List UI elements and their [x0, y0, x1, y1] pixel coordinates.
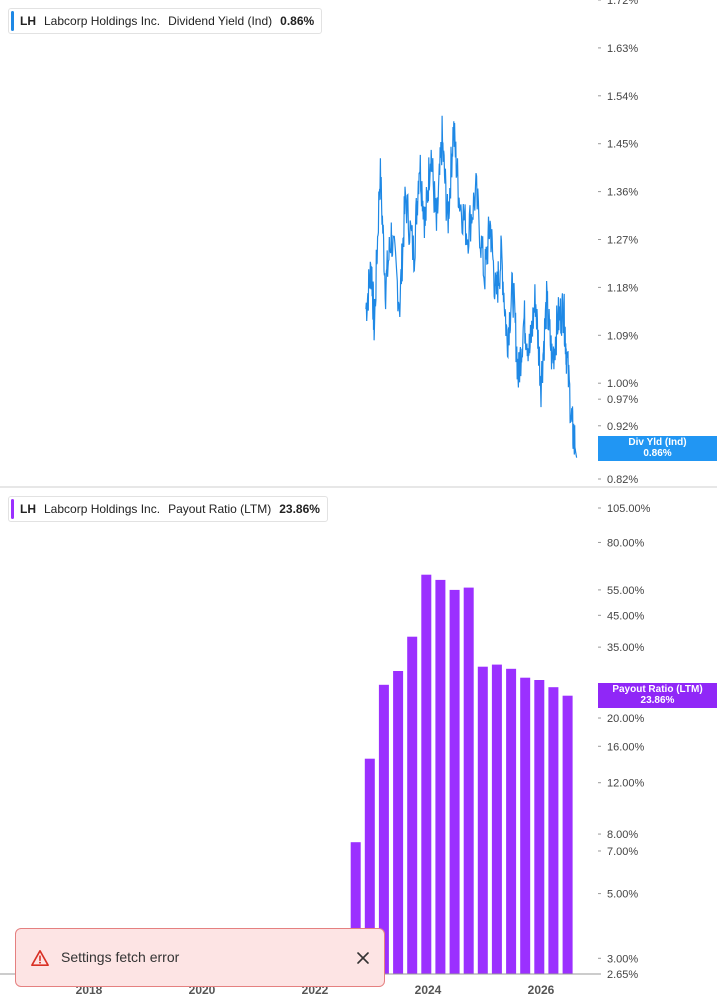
y-tick-label: 1.45%	[607, 139, 638, 151]
y-tick-label: 16.00%	[607, 741, 645, 753]
payout-bar	[421, 574, 432, 974]
y-tick-label: 7.00%	[607, 846, 638, 858]
dividend-yield-legend[interactable]: LH Labcorp Holdings Inc. Dividend Yield …	[8, 8, 323, 34]
y-tick-label: 55.00%	[607, 585, 645, 597]
payout-bar	[350, 842, 361, 974]
legend-value: 23.86%	[279, 502, 320, 516]
y-tick-label: 1.36%	[607, 187, 638, 199]
y-tick-label: 8.00%	[607, 829, 638, 841]
y-tick-label: 1.09%	[607, 330, 638, 342]
badge-value: 0.86%	[643, 448, 672, 459]
badge-label: Div Yld (Ind)	[628, 437, 687, 448]
y-tick-label: 3.00%	[607, 953, 638, 965]
legend-company: Labcorp Holdings Inc.	[44, 14, 161, 28]
payout-bar	[506, 668, 517, 974]
payout-bar	[520, 677, 531, 974]
y-tick-label: 1.18%	[607, 282, 638, 294]
y-tick-label: 1.00%	[607, 378, 638, 390]
y-tick-label: 35.00%	[607, 642, 645, 654]
y-tick-label: 2.65%	[607, 969, 638, 981]
y-tick-label: 1.72%	[607, 0, 638, 7]
y-tick-label: 0.82%	[607, 474, 638, 486]
warning-triangle-icon	[31, 949, 49, 967]
y-tick-label: 0.92%	[607, 421, 638, 433]
badge-value: 23.86%	[640, 695, 675, 706]
close-icon[interactable]	[352, 947, 374, 969]
y-tick-label: 5.00%	[607, 889, 638, 901]
x-tick-label: 2026	[528, 983, 555, 997]
dividend-yield-line	[365, 115, 578, 458]
payout-bar	[378, 684, 389, 974]
payout-bar	[477, 666, 488, 974]
legend-value: 0.86%	[280, 14, 315, 28]
x-tick-label: 2024	[415, 983, 442, 997]
payout-value-badge: Payout Ratio (LTM) 23.86%	[598, 683, 717, 708]
payout-bar	[407, 636, 418, 974]
payout-ratio-panel: 105.00% 80.00% 55.00% 45.00% 35.00% 20.00% 16.…	[350, 503, 651, 981]
payout-bar	[463, 587, 474, 974]
legend-company: Labcorp Holdings Inc.	[44, 502, 161, 516]
legend-swatch-yield	[11, 11, 14, 31]
payout-bar	[393, 671, 404, 974]
payout-bar	[364, 758, 375, 974]
y-tick-label: 12.00%	[607, 778, 645, 790]
legend-ticker: LH	[20, 502, 36, 516]
payout-bar	[562, 695, 573, 974]
y-tick-label: 1.63%	[607, 43, 638, 55]
badge-label: Payout Ratio (LTM)	[612, 684, 703, 695]
error-toast: Settings fetch error	[15, 928, 385, 987]
payout-ratio-legend[interactable]: LH Labcorp Holdings Inc. Payout Ratio (L…	[8, 496, 328, 522]
yield-value-badge: Div Yld (Ind) 0.86%	[598, 436, 717, 461]
y-tick-label: 80.00%	[607, 537, 645, 549]
y-tick-label: 105.00%	[607, 503, 651, 515]
legend-swatch-payout	[11, 499, 14, 519]
y-tick-label: 0.97%	[607, 394, 638, 406]
toast-message: Settings fetch error	[61, 949, 180, 965]
payout-bar	[491, 664, 502, 974]
payout-bar	[435, 579, 446, 974]
legend-ticker: LH	[20, 14, 36, 28]
y-tick-label: 45.00%	[607, 610, 645, 622]
payout-bar	[548, 687, 559, 974]
y-tick-label: 20.00%	[607, 713, 645, 725]
y-tick-label: 1.27%	[607, 235, 638, 247]
payout-bar	[534, 680, 545, 974]
dividend-yield-panel: 1.72% 1.63% 1.54% 1.45% 1.36% 1.27% 1.18% 1.09%…	[365, 0, 638, 486]
payout-bar	[449, 589, 460, 974]
legend-metric: Payout Ratio (LTM)	[168, 502, 272, 516]
legend-metric: Dividend Yield (Ind)	[168, 14, 273, 28]
y-tick-label: 1.54%	[607, 91, 638, 103]
